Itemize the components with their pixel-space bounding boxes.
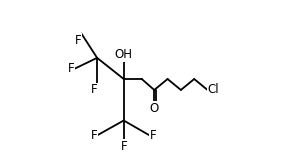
Text: F: F [68, 62, 74, 75]
Text: F: F [149, 129, 156, 142]
Text: Cl: Cl [207, 83, 219, 97]
Text: O: O [150, 102, 159, 115]
Text: F: F [75, 34, 81, 47]
Text: F: F [91, 83, 97, 97]
Text: F: F [120, 140, 127, 153]
Text: F: F [91, 129, 97, 142]
Text: OH: OH [115, 48, 133, 61]
